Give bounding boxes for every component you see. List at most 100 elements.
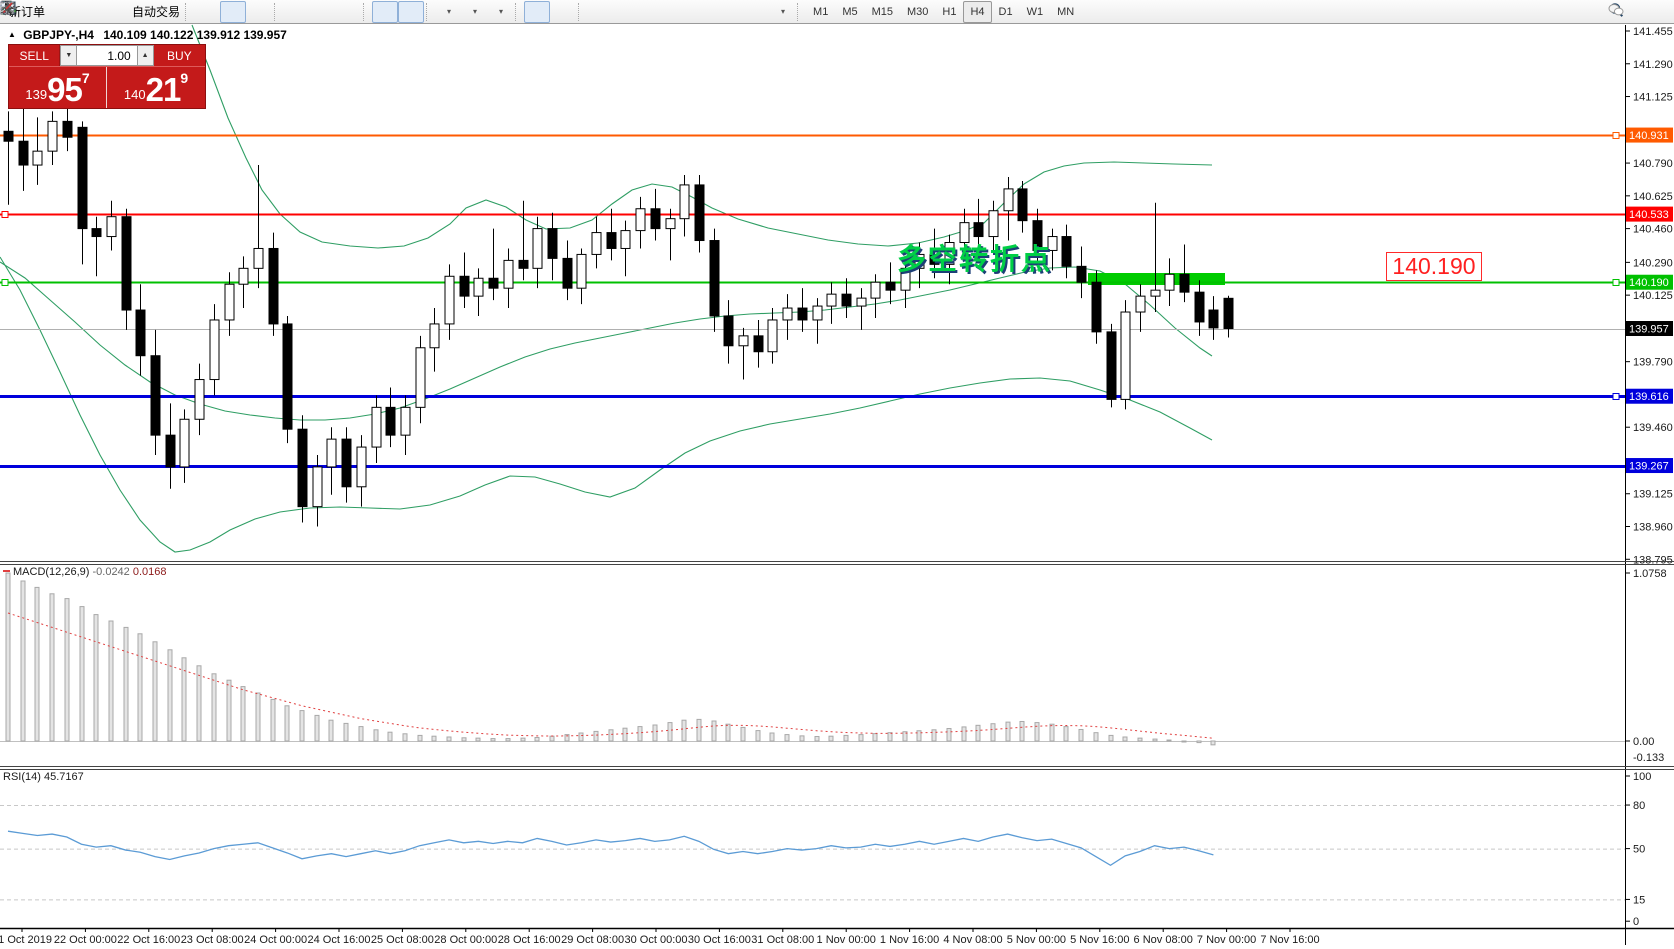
buy-button[interactable]: BUY — [166, 48, 192, 63]
macd-histogram-bar — [916, 730, 922, 742]
buy-price[interactable]: 140 21 9 — [107, 67, 205, 108]
macd-histogram-bar — [858, 734, 864, 742]
macd-histogram-bar — [961, 726, 967, 742]
price-level-box[interactable]: 140.190 — [1386, 252, 1482, 281]
candle — [77, 121, 88, 265]
timeframe-m5-button[interactable]: M5 — [842, 5, 858, 18]
rsi-tick-label: 15 — [1633, 894, 1645, 906]
level-handle-icon[interactable] — [1, 211, 9, 218]
macd-histogram-bar — [475, 737, 481, 742]
level-handle-icon[interactable] — [1612, 393, 1620, 400]
candle — [635, 196, 646, 249]
timeframe-h1-button[interactable]: H1 — [942, 5, 957, 18]
price-tick-label: 140.125 — [1633, 290, 1673, 302]
timeframe-m30-button[interactable]: M30 — [907, 5, 929, 18]
toolbar-separator — [797, 2, 802, 21]
time-axis-label: 24 Oct 16:00 — [308, 934, 371, 946]
rsi-tick-label: 100 — [1633, 771, 1651, 783]
macd-histogram-bar — [975, 724, 981, 742]
macd-histogram-bar — [564, 734, 570, 742]
macd-scale-bottom: -0.133 — [1633, 752, 1664, 764]
macd-histogram-bar — [108, 620, 114, 742]
macd-histogram-bar — [843, 734, 849, 742]
candle — [356, 435, 367, 507]
macd-histogram-bar — [226, 679, 232, 742]
candle — [326, 427, 337, 495]
time-axis-label: 7 Nov 16:00 — [1260, 934, 1319, 946]
turning-point-annotation[interactable]: 多空转折点 — [897, 244, 1053, 276]
candle — [812, 298, 823, 344]
toolbar-text-label-button[interactable]: T — [0, 1, 769, 23]
toolbar-chat-button[interactable] — [1608, 2, 1668, 24]
macd-histogram-bar — [299, 710, 305, 742]
level-handle-icon[interactable] — [1612, 279, 1620, 286]
candle — [1003, 176, 1014, 241]
price-level-label: 140.931 — [1626, 127, 1673, 143]
level-handle-icon[interactable] — [1612, 132, 1620, 139]
rsi-tick-label: 80 — [1633, 800, 1645, 812]
volume-input[interactable]: 1.00 — [77, 45, 137, 66]
chevron-down-icon[interactable]: ▾ — [473, 7, 478, 16]
time-axis-label: 25 Oct 08:00 — [371, 934, 434, 946]
candle — [518, 200, 529, 281]
buy-price-prefix: 140 — [123, 87, 146, 102]
timeframe-m1-button[interactable]: M1 — [813, 5, 829, 18]
time-axis-label: 4 Nov 08:00 — [943, 934, 1002, 946]
macd-scale-zero: 0.00 — [1633, 736, 1654, 748]
sell-price[interactable]: 139 95 7 — [9, 67, 107, 108]
candle — [562, 240, 573, 301]
main-toolbar: 新订单 自动交易 ▾ ▾ ▾ E F A T ▾ M1 M5 M15 M30 H1 H4 D1 W1 MN — [0, 0, 1674, 24]
macd-histogram-bar — [328, 719, 334, 742]
macd-histogram-bar — [769, 732, 775, 742]
macd-histogram-bar — [417, 734, 423, 742]
candle — [929, 228, 940, 279]
price-tick-label: 138.960 — [1633, 522, 1673, 534]
chevron-down-icon[interactable]: ▾ — [781, 7, 786, 16]
time-axis-label: 24 Oct 00:00 — [244, 934, 307, 946]
timeframe-d1-button[interactable]: D1 — [998, 5, 1013, 18]
timeframe-mn-button[interactable]: MN — [1057, 5, 1075, 18]
candle — [606, 208, 617, 261]
macd-histogram-bar — [1078, 728, 1084, 742]
time-axis-label: 28 Oct 00:00 — [434, 934, 497, 946]
volume-increase-button[interactable]: ▲ — [136, 45, 154, 66]
candle — [547, 212, 558, 281]
timeframe-w1-button[interactable]: W1 — [1026, 5, 1044, 18]
macd-signal-color-chip — [3, 570, 10, 572]
macd-histogram-bar — [578, 732, 584, 742]
candle — [782, 294, 793, 340]
macd-histogram-bar — [990, 723, 996, 742]
macd-histogram-bar — [1181, 740, 1187, 743]
candle — [371, 395, 382, 463]
toolbar-new-order-label: 新订单 — [9, 5, 46, 19]
price-tick-label: 140.790 — [1633, 158, 1673, 170]
macd-histogram-bar — [931, 729, 937, 742]
price-tick-label: 141.455 — [1633, 26, 1673, 38]
sell-button[interactable]: SELL — [9, 45, 61, 66]
candle — [679, 174, 690, 237]
macd-histogram-bar — [1063, 726, 1069, 742]
macd-histogram-bar — [872, 733, 878, 742]
timeframe-h4-button[interactable]: H4 — [963, 0, 992, 23]
chevron-down-icon[interactable]: ▾ — [447, 7, 452, 16]
timeframe-m15-button[interactable]: M15 — [871, 5, 893, 18]
price-tick-label: 140.460 — [1633, 224, 1673, 236]
macd-main-value: -0.0242 — [92, 566, 130, 578]
buy-price-pip: 9 — [180, 70, 189, 86]
candle — [694, 174, 705, 253]
bollinger-lower-band — [0, 256, 1213, 553]
time-axis-label: 29 Oct 08:00 — [561, 934, 624, 946]
candle — [238, 256, 249, 309]
macd-histogram-bar — [534, 736, 540, 742]
chevron-down-icon[interactable]: ▾ — [499, 7, 504, 16]
toolbar-arrows-button[interactable]: ▾ — [3, 1, 795, 23]
macd-histogram-bar — [255, 692, 261, 742]
macd-histogram-bar — [152, 641, 158, 742]
volume-decrease-button[interactable]: ▼ — [60, 45, 78, 66]
panel-collapse-icon[interactable]: ▲ — [8, 30, 16, 39]
price-tick-label: 140.290 — [1633, 257, 1673, 269]
level-handle-icon[interactable] — [1, 279, 9, 286]
toolbar-text-button[interactable]: A — [4, 1, 743, 23]
